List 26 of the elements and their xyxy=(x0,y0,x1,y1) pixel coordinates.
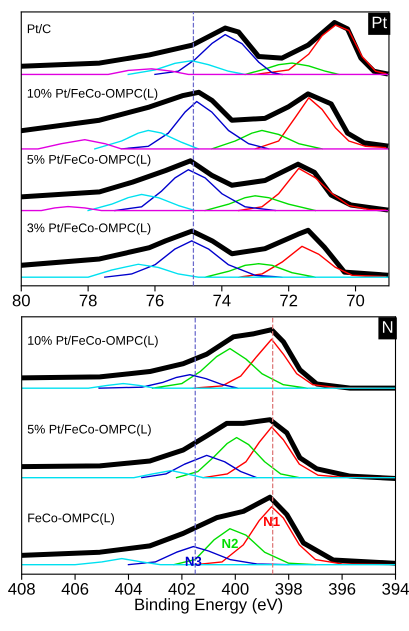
text: Pt/C xyxy=(28,24,51,34)
x-tick-label: 406 xyxy=(62,582,88,595)
x-tick-label: 76 xyxy=(146,294,164,306)
annotation: N1 xyxy=(264,516,280,526)
x-tick-label: 396 xyxy=(328,582,356,595)
x-tick-label: 80 xyxy=(12,294,30,306)
annotation: N2 xyxy=(222,538,238,548)
x-tick-label: 408 xyxy=(8,582,35,595)
x-tick-label: 78 xyxy=(80,294,97,306)
x-axis-title: Binding Energy (eV) xyxy=(135,598,282,614)
x-tick-label: 400 xyxy=(222,582,249,595)
annotation: N xyxy=(382,321,392,333)
x-tick-label: 404 xyxy=(114,582,142,595)
text: FeCo-OMPC(L) xyxy=(28,513,114,525)
x-tick-label: 70 xyxy=(347,294,364,306)
series-label: 10% Pt/FeCo-OMPC(L) xyxy=(28,88,158,100)
annotation: Pt xyxy=(372,16,387,28)
x-tick-label: 402 xyxy=(168,582,195,595)
x-tick-label: 394 xyxy=(382,582,409,595)
x-tick-label: 398 xyxy=(275,582,302,595)
series-label: 5% Pt/FeCo-OMPC(L) xyxy=(27,154,150,166)
series-label: 10% Pt/FeCo-OMPC(L) xyxy=(28,336,158,348)
x-tick-label: 74 xyxy=(213,294,231,306)
series-label: 5% Pt/FeCo-OMPC(L) xyxy=(28,424,151,436)
series-label: 3% Pt/FeCo-OMPC(L) xyxy=(27,223,150,235)
x-tick-label: 72 xyxy=(280,294,298,306)
